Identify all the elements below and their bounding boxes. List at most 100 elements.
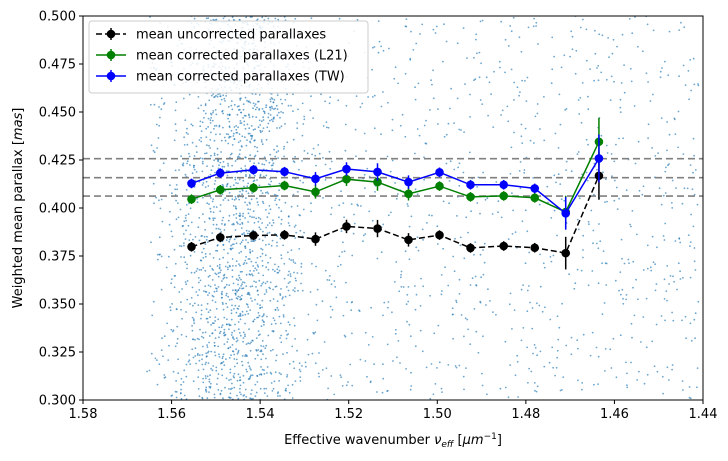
scatter-point (258, 108, 261, 110)
scatter-point (618, 197, 620, 200)
scatter-point (460, 129, 462, 131)
scatter-point (238, 274, 240, 277)
scatter-point (614, 279, 617, 282)
scatter-point (462, 171, 465, 174)
scatter-point (541, 310, 544, 313)
scatter-point (221, 223, 223, 225)
scatter-point (267, 183, 270, 186)
scatter-point (282, 296, 284, 299)
scatter-point (521, 142, 524, 145)
scatter-point (198, 289, 201, 291)
scatter-point (405, 25, 408, 28)
scatter-point (223, 343, 226, 345)
scatter-point (342, 314, 345, 317)
scatter-point (694, 312, 697, 315)
scatter-point (553, 55, 555, 58)
scatter-point (232, 223, 235, 226)
scatter-point (170, 328, 173, 331)
scatter-point (309, 291, 312, 293)
scatter-point (260, 373, 262, 375)
scatter-point (444, 266, 446, 269)
scatter-point (255, 197, 258, 200)
scatter-point (261, 163, 264, 166)
scatter-point (215, 249, 217, 252)
scatter-point (551, 346, 554, 349)
scatter-point (197, 294, 199, 297)
scatter-point (349, 363, 352, 366)
scatter-point (245, 273, 248, 276)
scatter-point (290, 205, 293, 208)
scatter-point (514, 374, 517, 377)
scatter-point (574, 72, 577, 75)
scatter-point (597, 355, 600, 358)
scatter-point (207, 17, 210, 20)
scatter-point (415, 293, 418, 296)
scatter-point (212, 198, 215, 201)
scatter-point (432, 97, 435, 100)
scatter-point (652, 93, 654, 96)
scatter-point (528, 251, 531, 254)
scatter-point (239, 264, 241, 267)
scatter-point (242, 212, 245, 215)
data-point (342, 222, 351, 231)
scatter-point (636, 233, 638, 236)
scatter-point (283, 277, 286, 280)
scatter-point (221, 290, 224, 293)
scatter-point (222, 361, 225, 363)
scatter-point (550, 217, 553, 219)
scatter-point (209, 316, 211, 319)
scatter-point (409, 388, 412, 391)
scatter-point (615, 376, 618, 379)
scatter-point (233, 386, 236, 389)
scatter-point (231, 198, 234, 201)
scatter-point (231, 304, 233, 307)
scatter-point (191, 172, 194, 175)
scatter-point (270, 118, 273, 121)
scatter-point (666, 366, 669, 369)
scatter-point (186, 143, 189, 146)
scatter-point (188, 354, 190, 356)
scatter-point (229, 371, 232, 374)
scatter-point (311, 262, 313, 265)
scatter-point (414, 345, 417, 348)
scatter-point (170, 278, 173, 280)
scatter-point (578, 113, 581, 115)
scatter-point (660, 117, 663, 119)
scatter-point (208, 341, 211, 344)
scatter-point (249, 251, 252, 253)
scatter-point (276, 194, 279, 197)
scatter-point (491, 213, 494, 215)
scatter-point (608, 56, 610, 59)
scatter-point (260, 189, 262, 192)
scatter-point (526, 230, 529, 233)
scatter-point (265, 289, 268, 291)
scatter-point (222, 256, 225, 259)
scatter-point (260, 358, 263, 361)
scatter-point (267, 334, 270, 337)
scatter-point (219, 393, 222, 396)
scatter-point (302, 123, 305, 125)
scatter-point (231, 350, 234, 353)
scatter-point (262, 281, 265, 284)
scatter-point (209, 210, 212, 213)
scatter-point (662, 194, 665, 197)
scatter-point (240, 145, 243, 147)
scatter-point (240, 278, 242, 281)
scatter-point (310, 95, 312, 98)
scatter-point (274, 371, 277, 374)
scatter-point (200, 136, 203, 139)
scatter-point (265, 344, 268, 347)
scatter-point (242, 108, 245, 111)
scatter-point (237, 351, 240, 354)
scatter-point (625, 189, 628, 192)
scatter-point (596, 168, 598, 171)
scatter-point (469, 116, 471, 118)
scatter-point (215, 273, 218, 276)
scatter-point (281, 298, 284, 300)
scatter-point (270, 105, 273, 108)
scatter-point (265, 159, 268, 162)
scatter-point (254, 298, 256, 301)
scatter-point (649, 266, 652, 269)
scatter-point (355, 155, 357, 158)
scatter-point (676, 288, 678, 291)
